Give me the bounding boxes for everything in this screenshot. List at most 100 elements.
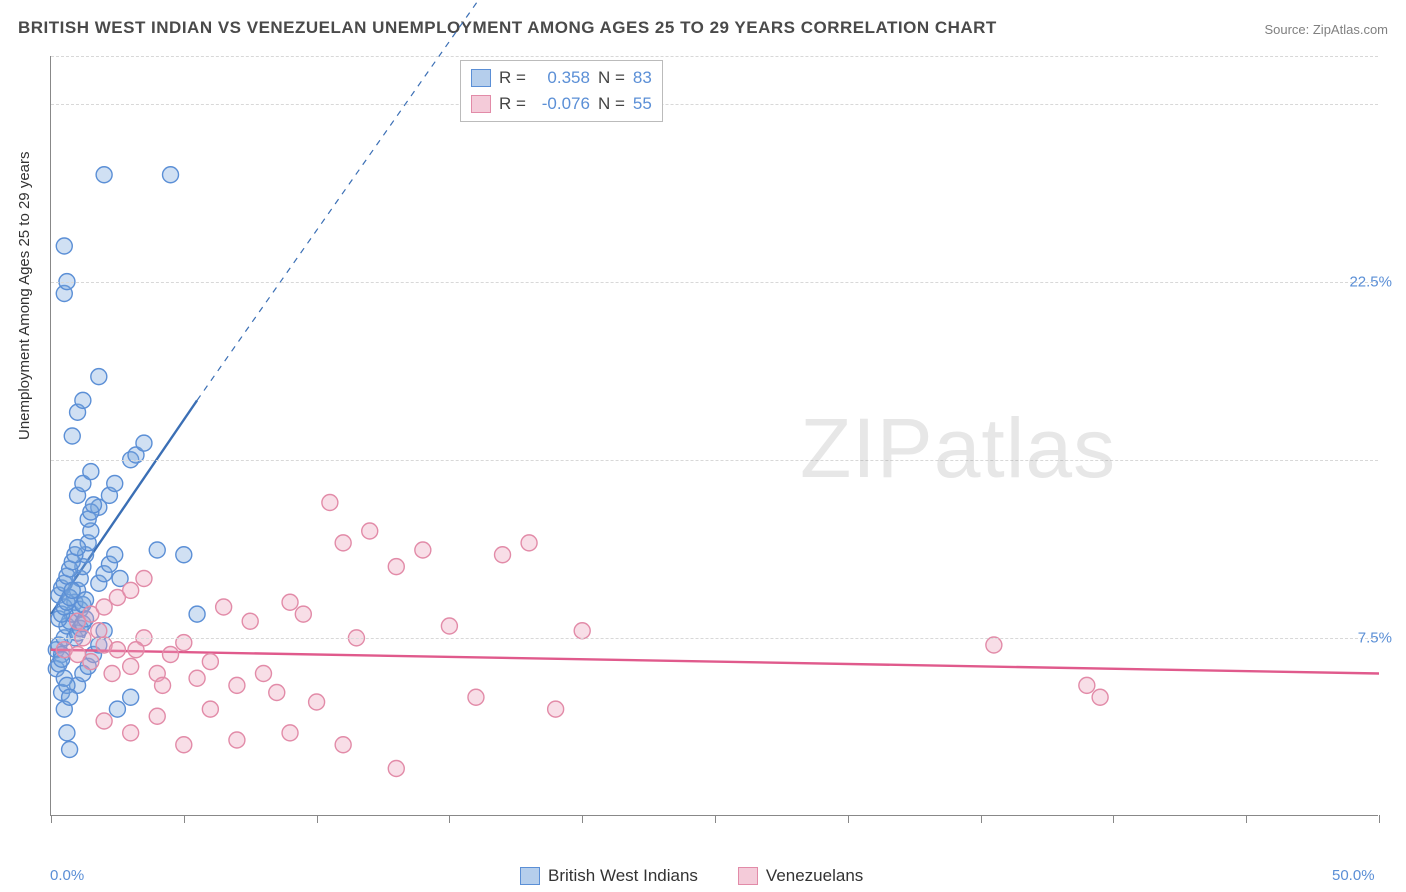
- correlation-stats-box: R = 0.358 N = 83 R = -0.076 N = 55: [460, 60, 663, 122]
- scatter-point: [96, 167, 112, 183]
- scatter-point: [309, 694, 325, 710]
- gridline-h: [51, 104, 1378, 105]
- x-tick: [1379, 815, 1380, 823]
- scatter-point: [59, 725, 75, 741]
- legend-label: British West Indians: [548, 866, 698, 886]
- scatter-point: [96, 713, 112, 729]
- scatter-point: [64, 428, 80, 444]
- x-tick-label: 0.0%: [50, 867, 84, 884]
- scatter-point: [91, 623, 107, 639]
- scatter-point: [123, 689, 139, 705]
- scatter-svg: [51, 56, 1379, 816]
- scatter-point: [216, 599, 232, 615]
- scatter-point: [282, 594, 298, 610]
- chart-title: BRITISH WEST INDIAN VS VENEZUELAN UNEMPL…: [18, 18, 997, 38]
- scatter-point: [574, 623, 590, 639]
- scatter-point: [155, 677, 171, 693]
- scatter-point: [335, 737, 351, 753]
- scatter-point: [149, 708, 165, 724]
- scatter-point: [123, 725, 139, 741]
- r-label: R =: [499, 68, 526, 88]
- scatter-point: [202, 701, 218, 717]
- x-tick-label: 50.0%: [1332, 867, 1375, 884]
- scatter-point: [70, 540, 86, 556]
- scatter-point: [1092, 689, 1108, 705]
- y-axis-label: Unemployment Among Ages 25 to 29 years: [16, 151, 33, 440]
- x-tick: [848, 815, 849, 823]
- scatter-point: [468, 689, 484, 705]
- scatter-point: [62, 689, 78, 705]
- scatter-point: [83, 464, 99, 480]
- n-label: N =: [598, 68, 625, 88]
- x-tick: [1113, 815, 1114, 823]
- gridline-h: [51, 282, 1378, 283]
- swatch-pink-icon: [471, 95, 491, 113]
- scatter-point: [91, 369, 107, 385]
- source-attribution: Source: ZipAtlas.com: [1264, 22, 1388, 37]
- scatter-point: [109, 642, 125, 658]
- scatter-point: [163, 167, 179, 183]
- y-tick-label: 22.5%: [1349, 273, 1392, 290]
- scatter-point: [107, 476, 123, 492]
- scatter-point: [62, 742, 78, 758]
- scatter-point: [242, 613, 258, 629]
- scatter-point: [189, 670, 205, 686]
- scatter-point: [495, 547, 511, 563]
- scatter-point: [521, 535, 537, 551]
- scatter-point: [1079, 677, 1095, 693]
- r-value: 0.358: [534, 68, 590, 88]
- scatter-point: [123, 582, 139, 598]
- r-label: R =: [499, 94, 526, 114]
- stats-row-bwi: R = 0.358 N = 83: [471, 65, 652, 91]
- scatter-point: [229, 732, 245, 748]
- r-value: -0.076: [534, 94, 590, 114]
- scatter-point: [335, 535, 351, 551]
- swatch-blue-icon: [520, 867, 540, 885]
- scatter-point: [109, 701, 125, 717]
- scatter-point: [548, 701, 564, 717]
- scatter-point: [136, 571, 152, 587]
- scatter-point: [388, 559, 404, 575]
- legend-label: Venezuelans: [766, 866, 863, 886]
- scatter-point: [83, 654, 99, 670]
- scatter-point: [189, 606, 205, 622]
- scatter-point: [104, 666, 120, 682]
- scatter-point: [176, 737, 192, 753]
- n-label: N =: [598, 94, 625, 114]
- scatter-point: [136, 435, 152, 451]
- scatter-point: [441, 618, 457, 634]
- scatter-point: [149, 542, 165, 558]
- scatter-point: [128, 642, 144, 658]
- gridline-h: [51, 56, 1378, 57]
- scatter-point: [176, 547, 192, 563]
- legend-item-ven: Venezuelans: [738, 866, 863, 886]
- stats-row-ven: R = -0.076 N = 55: [471, 91, 652, 117]
- scatter-point: [282, 725, 298, 741]
- scatter-point: [295, 606, 311, 622]
- plot-area: [50, 56, 1378, 816]
- x-tick: [317, 815, 318, 823]
- x-tick: [582, 815, 583, 823]
- legend-item-bwi: British West Indians: [520, 866, 698, 886]
- x-tick: [184, 815, 185, 823]
- scatter-point: [388, 761, 404, 777]
- scatter-point: [56, 238, 72, 254]
- gridline-h: [51, 460, 1378, 461]
- scatter-point: [202, 654, 218, 670]
- swatch-blue-icon: [471, 69, 491, 87]
- y-tick-label: 7.5%: [1358, 629, 1392, 646]
- scatter-point: [85, 497, 101, 513]
- x-tick: [51, 815, 52, 823]
- scatter-point: [362, 523, 378, 539]
- trend-line: [51, 650, 1379, 674]
- scatter-point: [415, 542, 431, 558]
- scatter-point: [986, 637, 1002, 653]
- gridline-h: [51, 638, 1378, 639]
- scatter-point: [75, 392, 91, 408]
- series-legend: British West Indians Venezuelans: [520, 866, 863, 886]
- x-tick: [715, 815, 716, 823]
- scatter-point: [163, 647, 179, 663]
- scatter-point: [229, 677, 245, 693]
- scatter-point: [269, 685, 285, 701]
- scatter-point: [322, 495, 338, 511]
